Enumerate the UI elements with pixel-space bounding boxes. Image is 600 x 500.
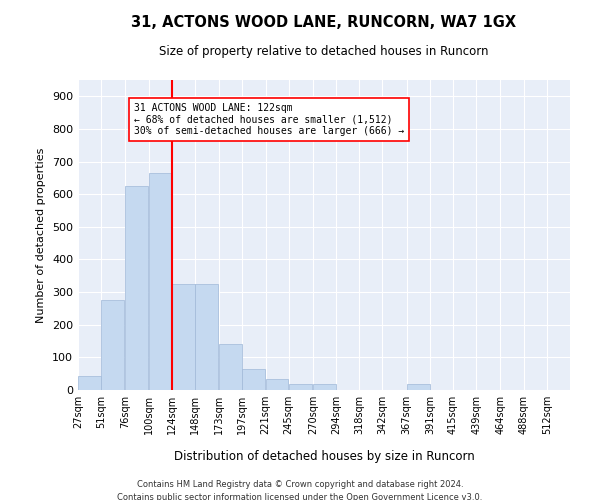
Bar <box>242 369 265 390</box>
Y-axis label: Number of detached properties: Number of detached properties <box>37 148 46 322</box>
Bar <box>78 376 101 390</box>
Bar <box>149 173 172 390</box>
Bar <box>266 378 289 390</box>
Text: Distribution of detached houses by size in Runcorn: Distribution of detached houses by size … <box>173 450 475 463</box>
Bar <box>101 300 124 390</box>
Text: Size of property relative to detached houses in Runcorn: Size of property relative to detached ho… <box>159 45 489 58</box>
Bar <box>125 186 148 390</box>
Text: 31, ACTONS WOOD LANE, RUNCORN, WA7 1GX: 31, ACTONS WOOD LANE, RUNCORN, WA7 1GX <box>131 15 517 30</box>
Bar <box>313 384 336 390</box>
Text: Contains public sector information licensed under the Open Government Licence v3: Contains public sector information licen… <box>118 492 482 500</box>
Bar <box>172 284 194 390</box>
Bar <box>219 344 242 390</box>
Text: Contains HM Land Registry data © Crown copyright and database right 2024.: Contains HM Land Registry data © Crown c… <box>137 480 463 489</box>
Text: 31 ACTONS WOOD LANE: 122sqm
← 68% of detached houses are smaller (1,512)
30% of : 31 ACTONS WOOD LANE: 122sqm ← 68% of det… <box>134 103 404 136</box>
Bar <box>407 384 430 390</box>
Bar <box>289 384 311 390</box>
Bar <box>195 284 218 390</box>
